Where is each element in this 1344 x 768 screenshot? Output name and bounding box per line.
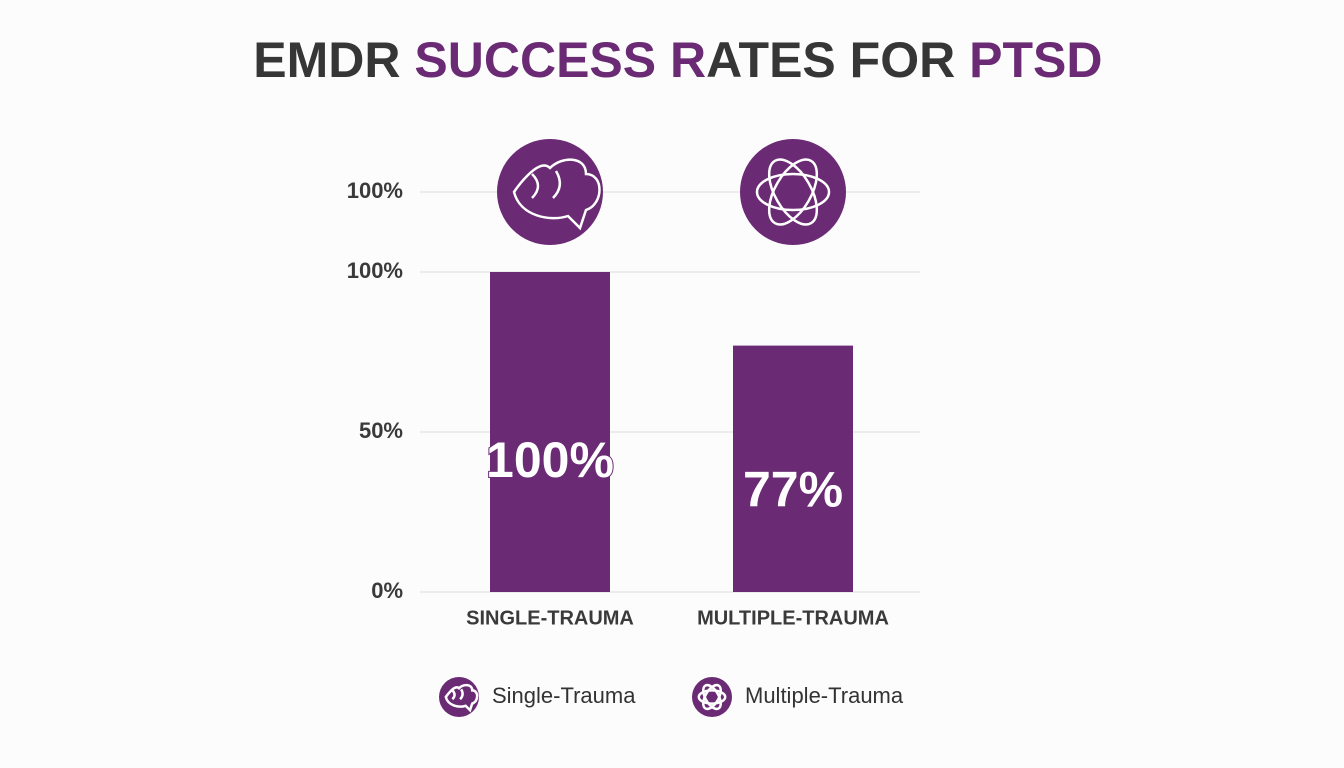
value-label: 100%: [486, 432, 614, 488]
category-icon: [497, 139, 603, 245]
knot-loop: [755, 172, 831, 212]
legend-circle: [692, 677, 732, 717]
bar: [490, 272, 610, 592]
category-icon: [740, 139, 846, 245]
y-tick-label: 100%: [347, 258, 403, 283]
y-tick-label: 0%: [371, 578, 403, 603]
knot-loop: [697, 689, 727, 705]
legend-icon: [439, 677, 479, 717]
title-part: EMDR: [253, 32, 414, 88]
x-tick-label: MULTIPLE-TRAUMA: [697, 607, 889, 629]
y-axis-top-label: 100%: [347, 178, 403, 203]
legend-label: Single-Trauma: [492, 683, 636, 708]
title-part: SUCCESS R: [414, 32, 706, 88]
knot-loop: [702, 683, 722, 711]
value-label: 77%: [743, 462, 843, 518]
icon-circle: [740, 139, 846, 245]
chart-title: EMDR SUCCESS RATES FOR PTSD: [184, 32, 1144, 88]
brain-fold: [531, 170, 562, 199]
brain-icon: [444, 683, 479, 713]
y-tick-label: 50%: [359, 418, 403, 443]
bar: [733, 345, 853, 592]
title-part: ATES FOR: [706, 32, 969, 88]
x-tick-label: SINGLE-TRAUMA: [466, 607, 634, 629]
brain-fold: [451, 688, 464, 701]
knot-loop: [767, 158, 819, 226]
legend-circle: [439, 677, 479, 717]
brain-icon: [512, 158, 601, 231]
knot-loop: [767, 158, 819, 226]
knot-loop: [702, 683, 722, 711]
legend-icon: [692, 677, 732, 717]
icon-circle: [497, 139, 603, 245]
legend-label: Multiple-Trauma: [745, 683, 904, 708]
title-part: PTSD: [969, 32, 1102, 88]
